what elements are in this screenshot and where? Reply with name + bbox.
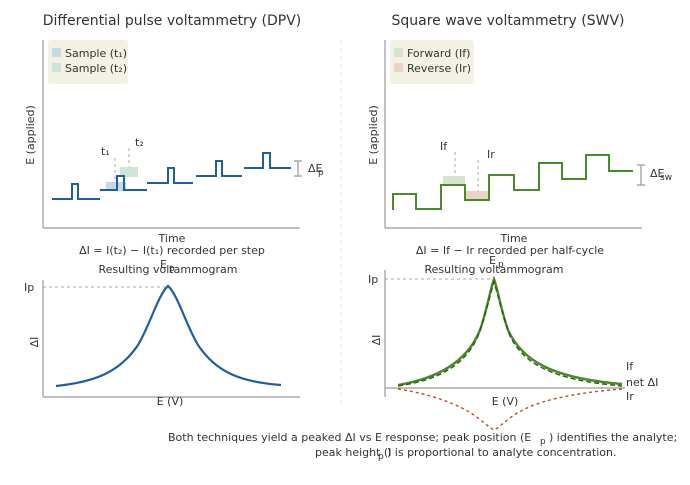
swv-waveform (392, 154, 633, 210)
swv-ip-label: Ip (368, 273, 378, 286)
t2-label: t₂ (135, 136, 144, 149)
footer-line1: Both techniques yield a peaked ΔI vs E r… (168, 431, 531, 444)
swv-curve-label-ir: Ir (626, 390, 634, 403)
swv-net-curve (397, 279, 623, 387)
swv-result-xlabel: E (V) (492, 395, 519, 408)
dpv-legend-1: Sample (t₁) (65, 47, 127, 60)
swv-caption: ΔI = If − Ir recorded per half-cycle (416, 244, 604, 257)
footer-line2-end: ) is proportional to analyte concentrati… (387, 446, 616, 459)
sample2-swatch (52, 63, 61, 72)
footer-line1-sub: p (540, 437, 546, 447)
dpv-peak-curve (55, 284, 282, 388)
dpv-pulse-bracket (294, 160, 302, 177)
dpv-ip-label: Ip (24, 281, 34, 294)
footer-line2: peak height (I (315, 446, 391, 459)
reverse-swatch (394, 63, 403, 72)
swv-amplitude-bracket (637, 164, 645, 186)
dpv-pulse-sub: p (318, 168, 324, 178)
swv-xlabel: Time (500, 232, 528, 245)
dpv-legend-2: Sample (t₂) (65, 62, 127, 75)
dpv-ylabel: E (applied) (24, 105, 37, 165)
swv-peak-sub: p (498, 260, 504, 270)
footer-line2-sub: p (378, 452, 384, 462)
dpv-legend (48, 40, 128, 84)
dpv-pulse-label: ΔE (308, 162, 323, 175)
swv-legend-2: Reverse (Ir) (407, 62, 471, 75)
swv-peak-label: E (489, 254, 496, 267)
dpv-title: Differential pulse voltammetry (DPV) (43, 13, 302, 29)
sample2-window (120, 167, 138, 177)
reverse-window (466, 191, 488, 199)
swv-ylabel: E (applied) (367, 105, 380, 165)
swv-title: Square wave voltammetry (SWV) (391, 13, 624, 29)
dpv-waveform (52, 152, 291, 200)
swv-forward-curve (397, 275, 623, 387)
swv-result-title: Resulting voltammogram (425, 263, 564, 276)
swv-amp-sub: sw (660, 173, 672, 183)
swv-legend-1: Forward (If) (407, 47, 470, 60)
swv-amp-label: ΔE (650, 167, 665, 180)
dpv-result-title: Resulting voltammogram (99, 263, 238, 276)
swv-curve-label-if: If (626, 360, 634, 373)
footer-line1-end: ) identifies the analyte; (549, 431, 677, 444)
ir-label: Ir (487, 148, 495, 161)
if-label: If (440, 140, 448, 153)
forward-swatch (394, 48, 403, 57)
dpv-result-xlabel: E (V) (157, 395, 184, 408)
dpv-xlabel: Time (158, 232, 186, 245)
sample1-swatch (52, 48, 61, 57)
dpv-peak-sub: p (169, 264, 175, 274)
dpv-result-ylabel: ΔI (28, 337, 41, 348)
swv-curve-label-net: net ΔI (626, 376, 658, 389)
swv-result-ylabel: ΔI (370, 335, 383, 346)
dpv-peak-label: E (160, 258, 167, 271)
swv-legend (390, 40, 474, 84)
dpv-caption: ΔI = I(t₂) − I(t₁) recorded per step (79, 244, 265, 257)
forward-window (443, 176, 465, 184)
t1-label: t₁ (101, 145, 110, 158)
